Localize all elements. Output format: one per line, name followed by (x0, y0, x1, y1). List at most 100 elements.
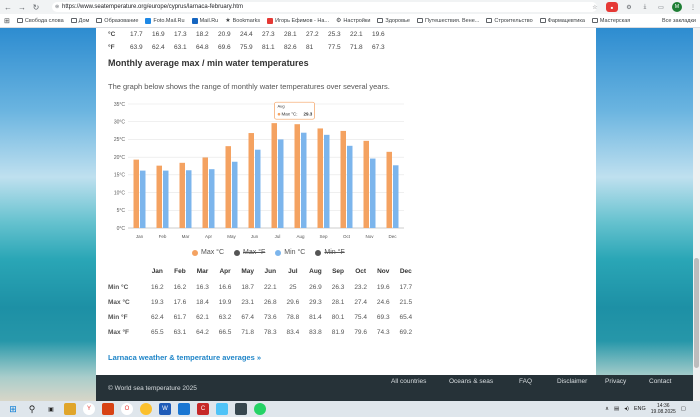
x-tick-label: Jan (136, 234, 144, 239)
bookmark-item[interactable]: Здоровье (377, 18, 410, 24)
scrollbar-thumb[interactable] (694, 258, 699, 368)
column-header: Feb (174, 268, 186, 275)
table-cell: 28.1 (284, 31, 297, 38)
yandex-icon[interactable]: Y (83, 403, 95, 415)
bookmark-item[interactable]: ★ Bookmarks (225, 17, 260, 25)
table-cell: 82.6 (284, 44, 297, 51)
notifications-icon[interactable]: ▢ (680, 406, 686, 412)
bookmark-item[interactable]: Свобода слова (16, 18, 64, 24)
back-icon[interactable]: ← (4, 2, 12, 12)
word-icon[interactable]: W (159, 403, 171, 415)
opera-icon[interactable]: O (121, 403, 133, 415)
extension-icon[interactable]: ■ (606, 2, 618, 12)
address-bar[interactable]: ⊜ https://www.seatemperature.org/europe/… (52, 2, 597, 12)
table-cell: 63.1 (174, 44, 187, 51)
section-title: Monthly average max / min water temperat… (108, 58, 309, 68)
downloads-icon[interactable]: ⤓ (643, 3, 647, 10)
apps-icon[interactable]: ⊞ (4, 17, 10, 25)
bookmark-item[interactable]: Фармацевтика (539, 18, 585, 24)
averages-link[interactable]: Larnaca weather & temperature averages » (108, 353, 261, 362)
main-content: °C 17.7 16.9 17.3 18.2 20.9 24.4 27.3 28.1 27.2 25… (96, 28, 596, 375)
row-label: Min °F (108, 314, 128, 321)
table-row: °F 63.9 62.4 63.1 64.8 69.6 75.9 81.1 82.6 81 77.5… (108, 44, 394, 51)
network-icon[interactable]: ▤ (614, 406, 620, 412)
folder-icon (539, 18, 546, 23)
table-cell: 18.7 (241, 284, 254, 291)
menu-icon[interactable]: ⋮ (690, 4, 696, 11)
site-info-icon[interactable]: ⊜ (55, 4, 60, 10)
folder-icon (416, 18, 423, 23)
column-header: Oct (355, 268, 367, 275)
clock-date: 19.08.2025 (650, 409, 676, 415)
table-row: Min °F 62.4 61.7 62.1 63.2 67.4 73.6 78.8 81.4 80… (108, 314, 417, 321)
bookmark-label: Здоровье (385, 17, 410, 24)
footer-link[interactable]: Disclaimer (557, 378, 588, 385)
footer-link[interactable]: All countries (391, 378, 427, 385)
legend-item[interactable]: Max °F (234, 249, 265, 256)
bookmark-item[interactable]: Путешествия. Вене... (416, 17, 480, 24)
footer-link[interactable]: Contact (649, 378, 672, 385)
table-cell: 67.4 (241, 314, 254, 321)
folder-icon (377, 18, 384, 23)
star-icon[interactable]: ☆ (592, 4, 598, 11)
bookmark-item[interactable]: Foto.Mail.Ru (145, 17, 185, 24)
scrollbar[interactable] (693, 28, 700, 401)
forward-icon[interactable]: → (18, 2, 26, 12)
footer-link[interactable]: FAQ (519, 378, 533, 385)
table-cell: 18.4 (196, 299, 209, 306)
clock[interactable]: 14:36 19.08.2025 (651, 403, 676, 415)
whatsapp-icon[interactable] (254, 403, 266, 415)
all-bookmarks[interactable]: Все закладки (660, 18, 696, 24)
bookmark-item[interactable]: Дом (70, 18, 89, 24)
windows-start-icon[interactable]: ⊞ (9, 403, 17, 414)
bookmark-label: Mail.Ru (199, 17, 219, 24)
chart-legend: Max °C Max °F Min °C Min °F (192, 249, 345, 256)
bookmark-item[interactable]: Мастерская (591, 18, 630, 24)
table-cell: 81.4 (309, 314, 322, 321)
bookmark-item[interactable]: Mail.Ru (191, 17, 219, 24)
table-cell: 20.9 (218, 31, 231, 38)
chevron-up-icon[interactable]: ∧ (605, 406, 610, 412)
mail-icon[interactable] (178, 403, 190, 415)
bar-max (225, 146, 231, 228)
sidebar-icon[interactable]: ▭ (658, 4, 664, 11)
bar-min (209, 169, 215, 228)
bookmark-label: Путешествия. Вене... (424, 17, 480, 24)
table-cell: 17.7 (130, 31, 143, 38)
language-indicator[interactable]: ENG (633, 406, 646, 412)
table-row: Max °C 19.3 17.6 18.4 19.9 23.1 26.8 29.6 29.3 28… (108, 299, 417, 306)
extensions-puzzle-icon[interactable]: ⚙ (626, 4, 632, 11)
avatar[interactable]: M (672, 2, 682, 12)
bookmark-item[interactable]: Образование (96, 18, 138, 24)
x-tick-label: Feb (159, 234, 167, 239)
folder-icon (96, 18, 103, 23)
volume-icon[interactable]: ◂) (624, 406, 629, 412)
search-icon[interactable]: ⚲ (28, 403, 36, 414)
bookmark-item[interactable]: Строительство (486, 18, 533, 24)
legend-item[interactable]: Min °F (315, 249, 345, 256)
table-cell: 83.4 (286, 329, 300, 336)
table-cell: 66.5 (218, 329, 232, 336)
footer-link[interactable]: Privacy (605, 378, 627, 385)
table-cell: 25 (289, 284, 297, 291)
x-tick-label: Oct (343, 234, 351, 239)
table-cell: 26.3 (331, 284, 345, 291)
footer-link[interactable]: Oceans & seas (449, 378, 494, 385)
mail-favicon (145, 17, 152, 24)
table-cell: 19.6 (376, 284, 390, 291)
task-view-icon[interactable]: ▣ (48, 406, 54, 413)
table-cell: 22.1 (350, 31, 363, 38)
bookmark-item[interactable]: ⚙ Настройки (336, 17, 370, 25)
store-icon[interactable] (235, 403, 247, 415)
legend-item[interactable]: Min °C (275, 249, 305, 256)
app-icon[interactable] (102, 403, 114, 415)
bookmark-item[interactable]: Игорь Ефимов - На... (267, 17, 329, 24)
table-cell: 25.3 (328, 31, 341, 38)
x-tick-label: Dec (388, 234, 397, 239)
photos-icon[interactable] (216, 403, 228, 415)
legend-item[interactable]: Max °C (192, 249, 224, 256)
reload-icon[interactable]: ↻ (32, 2, 40, 12)
file-explorer-icon[interactable] (64, 403, 76, 415)
app-c-icon[interactable]: C (197, 403, 209, 415)
chrome-icon[interactable] (140, 403, 152, 415)
